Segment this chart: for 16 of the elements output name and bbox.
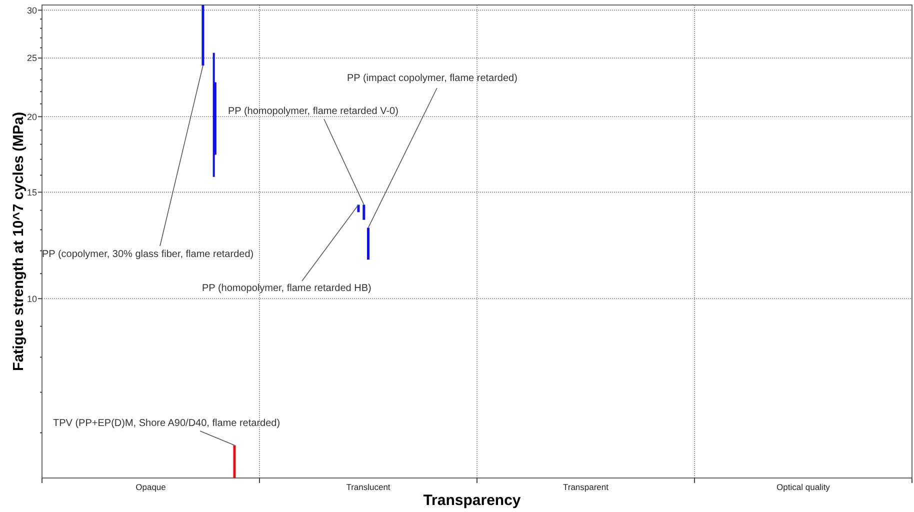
y-tick-label: 20 <box>26 112 37 122</box>
y-tick-label: 15 <box>26 187 37 198</box>
y-tick-label: 10 <box>26 294 37 304</box>
text: PP (homopolymer, flame retarded HB) <box>202 283 372 294</box>
y-axis-title: Fatigue strength at 10^7 cycles (MPa) <box>11 112 27 372</box>
x-tick-label: Opaque <box>136 482 166 492</box>
y-tick-label: 25 <box>26 53 37 64</box>
x-axis-title: Transparency <box>423 492 522 509</box>
text: PP (impact copolymer, flame retarded) <box>347 73 518 84</box>
text: TPV (PP+EP(D)M, Shore A90/D40, flame retarded) <box>53 418 280 429</box>
x-tick-label: Transparent <box>562 482 610 492</box>
x-tick-label: Translucent <box>346 482 391 492</box>
text: PP (copolymer, 30% glass fiber, flame retarded) <box>42 249 254 260</box>
y-tick-label: 30 <box>26 5 37 16</box>
x-tick-label: Optical quality <box>776 482 831 492</box>
text: PP (homopolymer, flame retarded V-0) <box>228 106 398 117</box>
